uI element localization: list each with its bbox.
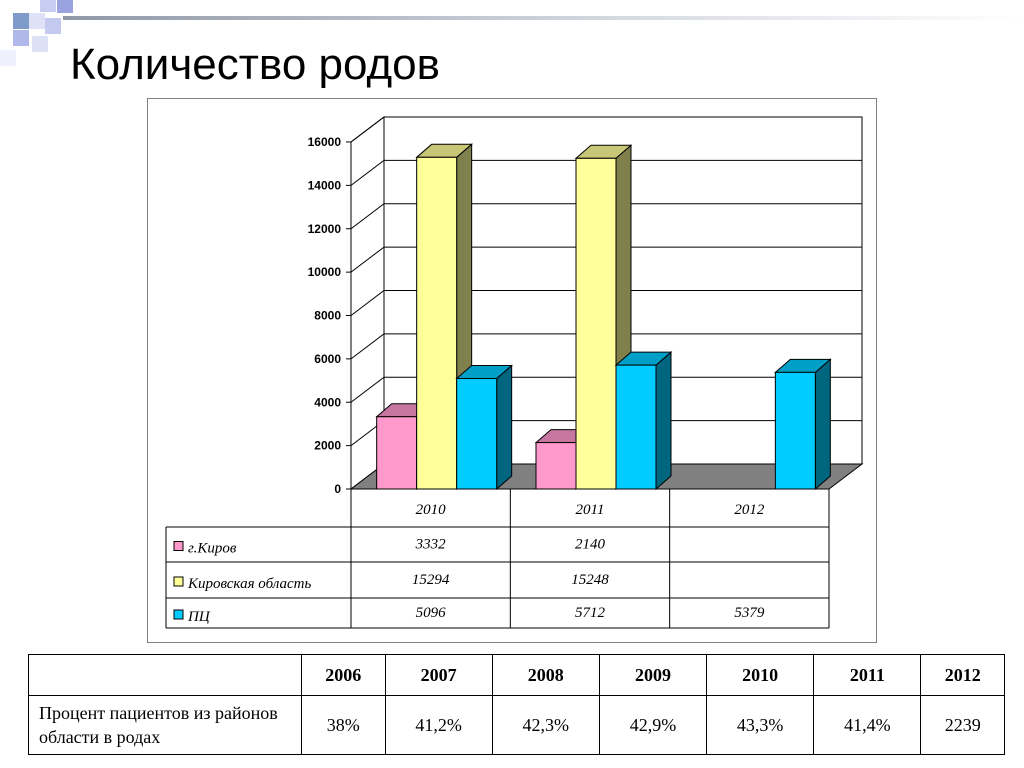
y-tick-label: 2000 xyxy=(314,439,341,453)
value-cell: 41,2% xyxy=(384,695,493,755)
bar xyxy=(416,156,458,490)
bar-side xyxy=(496,364,513,491)
bar xyxy=(376,416,418,490)
y-tick-label: 0 xyxy=(334,482,341,496)
data-label: 2140 xyxy=(575,537,606,553)
year-header-cell: 2012 xyxy=(920,654,1005,696)
bar xyxy=(456,377,498,490)
y-tick-label: 10000 xyxy=(308,265,342,279)
decor-square xyxy=(13,13,29,29)
header-gradient-bar xyxy=(63,16,1024,20)
legend-key xyxy=(173,541,184,551)
year-header-cell: 2010 xyxy=(706,654,815,696)
year-header-cell: 2008 xyxy=(491,654,600,696)
decor-square xyxy=(45,18,61,34)
x-category-label: 2012 xyxy=(734,502,765,518)
decor-square xyxy=(40,0,56,12)
value-cell: 42,3% xyxy=(491,695,600,755)
value-cell: 42,9% xyxy=(598,695,708,755)
legend-label: ПЦ xyxy=(187,609,211,625)
data-label: 5712 xyxy=(575,605,606,621)
y-tick-label: 4000 xyxy=(314,395,341,409)
bar-side xyxy=(814,358,831,491)
bar-chart: 0 2000 4000 6000 8000 10000 12000 14000 16000 201… xyxy=(165,115,864,629)
slide-title: Количество родов xyxy=(70,40,441,89)
gridline xyxy=(350,203,385,230)
legend-key xyxy=(173,576,184,587)
data-label: 5379 xyxy=(734,605,765,621)
value-cell: 2239 xyxy=(920,695,1005,755)
bar xyxy=(535,442,577,490)
gridline xyxy=(350,376,385,403)
legend-key xyxy=(173,609,184,620)
gridline xyxy=(350,333,385,360)
value-cell: 41,4% xyxy=(813,695,922,755)
y-tick-label: 6000 xyxy=(314,352,341,366)
gridline xyxy=(350,116,385,143)
x-category-label: 2011 xyxy=(576,502,605,518)
year-header-cell: 2009 xyxy=(598,654,708,696)
value-cell: 38% xyxy=(301,695,386,755)
x-category-label: 2010 xyxy=(416,502,447,518)
legend-label: г.Киров xyxy=(188,541,237,557)
decor-square xyxy=(0,50,16,66)
chart-frame: 0 2000 4000 6000 8000 10000 12000 14000 16000 201… xyxy=(147,98,877,643)
gridline xyxy=(350,159,385,186)
decor-square xyxy=(32,36,48,52)
bar xyxy=(575,157,617,490)
gridline xyxy=(350,246,385,273)
y-tick-label: 14000 xyxy=(308,178,342,192)
y-tick-label: 16000 xyxy=(308,135,342,149)
data-label: 5096 xyxy=(416,605,447,621)
bar xyxy=(615,364,657,490)
decor-square xyxy=(57,0,73,13)
data-label: 15248 xyxy=(571,572,609,588)
y-tick-label: 12000 xyxy=(308,222,342,236)
decor-square xyxy=(13,30,29,46)
year-header-cell: 2007 xyxy=(384,654,493,696)
y-tick-label: 8000 xyxy=(314,309,341,323)
table-header-row: 2006 2007 2008 2009 2010 2011 2012 xyxy=(28,654,1005,696)
table-row: Процент пациентов из районов области в р… xyxy=(28,695,1005,755)
decor-square xyxy=(29,13,45,29)
bar xyxy=(774,371,816,490)
year-header-cell: 2011 xyxy=(813,654,922,696)
gridline xyxy=(350,290,385,316)
value-cell: 43,3% xyxy=(706,695,815,755)
year-header-cell: 2006 xyxy=(301,654,386,696)
bar-side xyxy=(655,351,672,491)
percent-table: 2006 2007 2008 2009 2010 2011 2012 Проце… xyxy=(28,654,1005,755)
legend-label: Кировская область xyxy=(187,576,311,592)
row-label-cell: Процент пациентов из районов области в р… xyxy=(28,695,302,755)
data-label: 3332 xyxy=(415,537,447,553)
data-label: 15294 xyxy=(412,572,450,588)
table-corner-cell xyxy=(28,654,302,696)
